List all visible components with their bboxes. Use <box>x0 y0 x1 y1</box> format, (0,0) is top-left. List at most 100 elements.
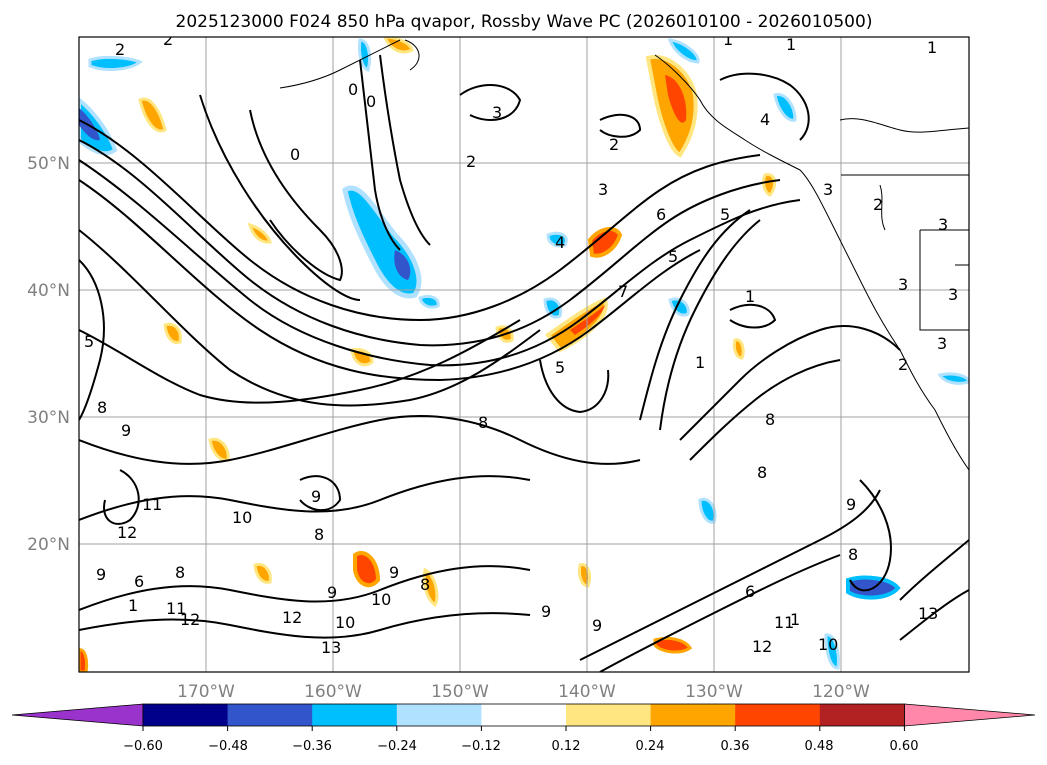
contour-label: 8 <box>848 545 858 564</box>
contour-label: 3 <box>598 180 608 199</box>
contour-label: 3 <box>948 285 958 304</box>
colorbar-labels: −0.60 −0.48 −0.36 −0.24 −0.12 0.12 0.24 … <box>123 739 918 754</box>
lon-tick-label: 170°W <box>177 682 235 702</box>
lat-tick-label: 30°N <box>27 408 70 428</box>
colorbar-box <box>819 704 905 726</box>
colorbar-box <box>650 704 736 726</box>
contour-label: 9 <box>541 602 551 621</box>
contour-label: 6 <box>745 582 755 601</box>
contour-label: 10 <box>371 590 391 609</box>
contour-label: 9 <box>327 583 337 602</box>
contour-label: 2 <box>898 355 908 374</box>
contour-label: 12 <box>282 608 302 627</box>
contour-label: 11 <box>166 599 186 618</box>
lat-tick-label: 40°N <box>27 281 70 301</box>
contour-label: 9 <box>592 616 602 635</box>
contour-label: 12 <box>752 637 772 656</box>
contour-label: 11 <box>142 495 162 514</box>
colorbar-box <box>312 704 398 726</box>
contour-label: 1 <box>927 38 937 57</box>
colorbar-box <box>735 704 821 726</box>
longitude-labels: 170°W 160°W 150°W 140°W 130°W 120°W <box>177 682 870 702</box>
colorbar-label: 0.48 <box>805 739 834 754</box>
contour-label: 8 <box>765 410 775 429</box>
lon-tick-label: 150°W <box>431 682 489 702</box>
colorbar-extend-left <box>11 703 144 727</box>
lon-tick-label: 160°W <box>304 682 362 702</box>
contour-label: 2 <box>115 40 125 59</box>
lon-tick-label: 140°W <box>558 682 616 702</box>
colorbar-box <box>481 704 567 726</box>
colorbar-box <box>143 704 229 726</box>
contour-label: 5 <box>720 205 730 224</box>
map-frame <box>78 36 970 673</box>
colorbar-extend-right <box>904 703 1036 727</box>
figure-title: 2025123000 F024 850 hPa qvapor, Rossby W… <box>176 12 873 32</box>
colorbar-label: −0.60 <box>123 739 163 754</box>
contour-label: 2 <box>466 152 476 171</box>
graticule <box>79 37 969 672</box>
colorbar-label: 0.60 <box>890 739 919 754</box>
contour-label: 1 <box>695 353 705 372</box>
contour-label: 3 <box>823 180 833 199</box>
contour-label: 9 <box>121 421 131 440</box>
contour-label: 13 <box>321 638 341 657</box>
contour-label: 5 <box>84 332 94 351</box>
contour-label: 7 <box>618 282 628 301</box>
contour-label: 9 <box>311 487 321 506</box>
colorbar-box <box>566 704 652 726</box>
contour-label: 0 <box>366 92 376 111</box>
lon-tick-label: 130°W <box>685 682 743 702</box>
contour-label: 8 <box>175 563 185 582</box>
contour-label: 8 <box>757 463 767 482</box>
contour-label: 11 <box>774 613 794 632</box>
contour-label: 5 <box>668 247 678 266</box>
contour-label: 9 <box>389 563 399 582</box>
contour-label: 5 <box>555 358 565 377</box>
contour-label: 8 <box>97 398 107 417</box>
contour-label: 2 <box>609 135 619 154</box>
map-background <box>79 37 969 672</box>
lat-tick-label: 50°N <box>27 154 70 174</box>
contour-label: 10 <box>818 635 838 654</box>
contour-label: 1 <box>745 287 755 306</box>
contour-label: 3 <box>937 334 947 353</box>
contour-label: 0 <box>290 145 300 164</box>
colorbar-label: −0.48 <box>208 739 248 754</box>
colorbar-label: 0.12 <box>552 739 581 754</box>
contour-label: 4 <box>760 110 770 129</box>
colorbar-outline <box>142 703 905 727</box>
contour-label: 8 <box>420 575 430 594</box>
lon-tick-label: 120°W <box>812 682 870 702</box>
contour-label: 12 <box>180 610 200 629</box>
map-panel: 2 2 1 1 1 0 0 0 3 2 2 4 3 3 2 3 6 5 5 4 <box>78 30 970 673</box>
contour-label: 1 <box>786 35 796 54</box>
contour-label-layer: 2 2 1 1 1 0 0 0 3 2 2 4 3 3 2 3 6 5 5 4 <box>84 30 958 657</box>
contour-label: 2 <box>163 30 173 49</box>
colorbar: −0.60 −0.48 −0.36 −0.24 −0.12 0.12 0.24 … <box>11 703 1036 754</box>
contour-label: 6 <box>134 572 144 591</box>
contour-label: 3 <box>938 215 948 234</box>
contour-label: 12 <box>117 523 137 542</box>
contour-label: 10 <box>232 508 252 527</box>
contour-label: 0 <box>348 80 358 99</box>
colorbar-label: −0.12 <box>461 739 501 754</box>
colorbar-box <box>227 704 313 726</box>
contour-label: 9 <box>846 495 856 514</box>
contour-label: 10 <box>335 613 355 632</box>
contour-label: 6 <box>656 205 666 224</box>
contour-label: 9 <box>96 565 106 584</box>
colorbar-label: −0.24 <box>377 739 417 754</box>
latitude-labels: 50°N 40°N 30°N 20°N <box>27 154 70 555</box>
contour-label: 1 <box>128 596 138 615</box>
contour-label: 13 <box>918 604 938 623</box>
contour-label: 1 <box>723 30 733 49</box>
shading-layer <box>79 37 969 672</box>
contour-lines <box>79 54 969 672</box>
colorbar-label: −0.36 <box>292 739 332 754</box>
contour-label: 3 <box>492 103 502 122</box>
contour-label: 8 <box>314 525 324 544</box>
colorbar-boxes <box>11 703 1036 727</box>
contour-label: 1 <box>790 610 800 629</box>
